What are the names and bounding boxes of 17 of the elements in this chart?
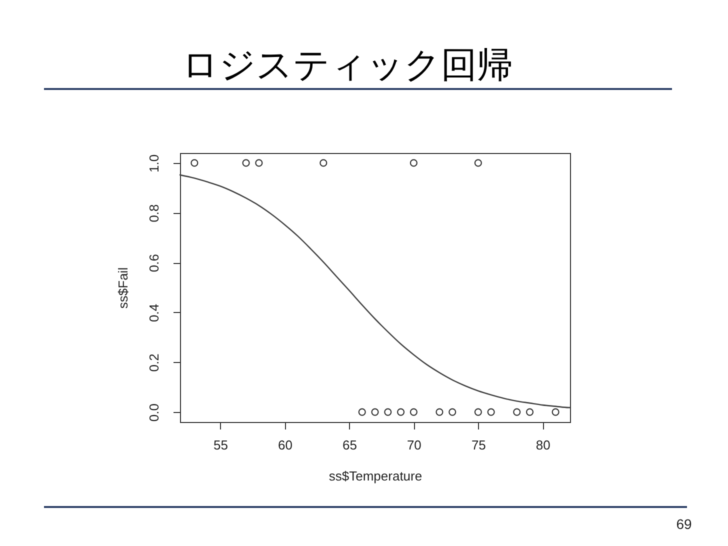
- y-tick-label: 0.6: [146, 254, 162, 272]
- y-tick-label: 1.0: [146, 154, 162, 172]
- line-series: [179, 174, 571, 408]
- x-tick-label: 55: [214, 438, 228, 452]
- x-axis-title: ss$Temperature: [328, 468, 422, 484]
- y-tick-label: 0.4: [146, 304, 162, 322]
- x-tick-label: 60: [278, 438, 292, 452]
- y-tick-label: 0.8: [146, 204, 162, 222]
- x-tick-label: 80: [536, 438, 550, 452]
- x-tick-label: 65: [342, 438, 357, 452]
- y-tick-label: 0.0: [146, 404, 162, 422]
- y-axis-title: ss$Fail: [116, 267, 130, 309]
- chart-title: ロジスティック回帰: [182, 45, 513, 86]
- x-tick-label: 75: [471, 438, 486, 452]
- text: 69: [676, 516, 692, 532]
- y-tick-label: 0.2: [146, 354, 162, 372]
- x-tick-label: 70: [406, 438, 422, 452]
